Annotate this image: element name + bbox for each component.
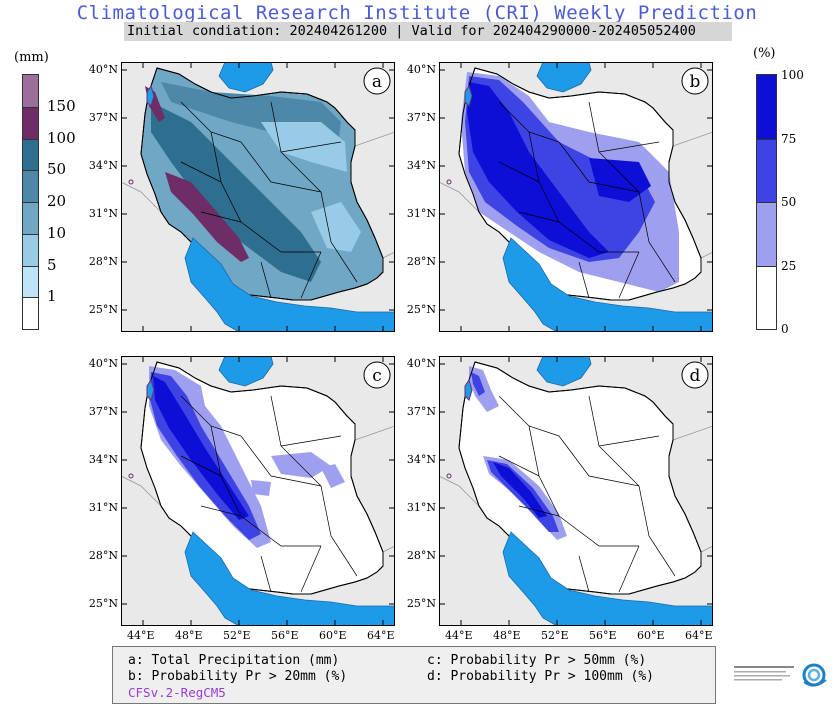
probability-colorbar-label: 100	[781, 68, 804, 82]
latitude-label: 28°N	[88, 255, 118, 268]
precip-colorbar-swatch	[23, 202, 38, 234]
latitude-label: 40°N	[406, 63, 436, 76]
map-panel-b: b	[438, 61, 714, 333]
longitude-label: 56°E	[271, 629, 299, 642]
valid-period-banner: Initial condiation: 202404261200 | Valid…	[124, 22, 732, 41]
precip-colorbar-swatch	[23, 265, 38, 298]
map-panel-d-canvas: d	[438, 355, 714, 627]
latitude-label: 31°N	[406, 207, 436, 220]
latitude-label: 28°N	[406, 255, 436, 268]
map-panel-a-canvas: a	[120, 61, 396, 333]
probability-unit-label: (%)	[753, 46, 776, 61]
precip-colorbar-label: 1	[47, 287, 57, 306]
longitude-label: 60°E	[637, 629, 665, 642]
probability-colorbar-swatch	[757, 202, 776, 266]
longitude-label: 52°E	[223, 629, 251, 642]
institute-logo	[734, 663, 827, 687]
latitude-label: 25°N	[406, 303, 436, 316]
latitude-label: 34°N	[406, 453, 436, 466]
precip-colorbar-label: 10	[47, 223, 67, 242]
latitude-label: 34°N	[88, 453, 118, 466]
probability-colorbar-swatch	[757, 138, 776, 202]
longitude-label: 48°E	[175, 629, 203, 642]
panel-letter-b: b	[690, 72, 701, 92]
probability-colorbar	[756, 74, 777, 330]
precip-colorbar-label: 50	[47, 160, 67, 179]
precip-colorbar-swatch	[23, 106, 38, 139]
precip-colorbar-label: 5	[47, 255, 57, 274]
longitude-label: 60°E	[319, 629, 347, 642]
probability-colorbar-label: 75	[781, 131, 797, 146]
precip-colorbar-swatch	[23, 75, 38, 107]
panel-letter-c: c	[372, 366, 382, 386]
map-panel-d: d	[438, 355, 714, 627]
latitude-label: 37°N	[88, 405, 118, 418]
legend-item-c: c: Probability Pr > 50mm (%)	[427, 653, 647, 668]
precip-colorbar-swatch	[23, 170, 38, 202]
longitude-label: 64°E	[685, 629, 713, 642]
latitude-label: 31°N	[88, 207, 118, 220]
map-panel-c: c	[120, 355, 396, 627]
latitude-label: 25°N	[406, 597, 436, 610]
latitude-label: 28°N	[406, 549, 436, 562]
latitude-label: 25°N	[88, 303, 118, 316]
legend-item-b: b: Probability Pr > 20mm (%)	[128, 669, 348, 684]
panel-letter-d: d	[690, 366, 701, 386]
latitude-label: 34°N	[88, 159, 118, 172]
latitude-label: 37°N	[406, 405, 436, 418]
latitude-label: 25°N	[88, 597, 118, 610]
precip-colorbar-swatch	[23, 297, 38, 329]
map-panel-b-canvas: b	[438, 61, 714, 333]
latitude-label: 37°N	[406, 111, 436, 124]
latitude-label: 31°N	[406, 501, 436, 514]
latitude-label: 34°N	[406, 159, 436, 172]
latitude-label: 37°N	[88, 111, 118, 124]
legend-item-d: d: Probability Pr > 100mm (%)	[427, 669, 654, 684]
probability-colorbar-label: 25	[781, 258, 797, 273]
map-panel-c-canvas: c	[120, 355, 396, 627]
latitude-label: 40°N	[406, 357, 436, 370]
longitude-label: 56°E	[589, 629, 617, 642]
precip-colorbar-label: 20	[47, 192, 67, 210]
longitude-label: 52°E	[541, 629, 569, 642]
latitude-label: 31°N	[88, 501, 118, 514]
model-name: CFSv.2-RegCM5	[128, 685, 226, 700]
longitude-label: 64°E	[367, 629, 395, 642]
longitude-label: 48°E	[493, 629, 521, 642]
precip-colorbar-swatch	[23, 233, 38, 266]
longitude-label: 44°E	[127, 629, 155, 642]
precip-colorbar-label: 100	[47, 128, 76, 147]
probability-colorbar-label: 50	[781, 195, 797, 209]
latitude-label: 40°N	[88, 63, 118, 76]
probability-colorbar-swatch	[757, 75, 776, 139]
precip-colorbar-label: 150	[47, 96, 76, 115]
map-panel-a: a	[120, 61, 396, 333]
latitude-label: 40°N	[88, 357, 118, 370]
probability-colorbar-label: 0	[781, 322, 789, 336]
precip-unit-label: (mm)	[14, 50, 49, 65]
longitude-label: 44°E	[445, 629, 473, 642]
latitude-label: 28°N	[88, 549, 118, 562]
probability-colorbar-swatch	[757, 265, 776, 329]
precip-colorbar	[22, 74, 39, 330]
precip-colorbar-swatch	[23, 138, 38, 171]
page-title: Climatological Research Institute (CRI) …	[76, 2, 758, 24]
panel-letter-a: a	[372, 72, 382, 92]
legend-item-a: a: Total Precipitation (mm)	[128, 653, 340, 668]
legend-box: a: Total Precipitation (mm) b: Probabili…	[112, 646, 716, 704]
